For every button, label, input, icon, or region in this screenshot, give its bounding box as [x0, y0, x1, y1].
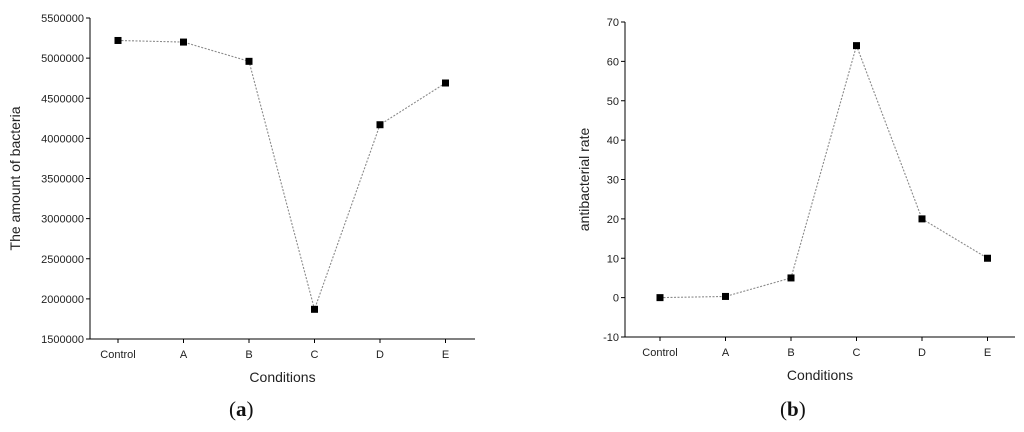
x-tick-label: E	[984, 347, 991, 359]
chart-panel-a: 1500000 2000000 2500000 3000000 3500000 40000…	[7, 13, 475, 421]
data-point-marker	[114, 36, 122, 44]
y-tick-label: 50	[607, 96, 619, 108]
y-tick-label: 2000000	[41, 294, 84, 306]
x-tick-label: E	[442, 349, 449, 361]
chart-panel-b: -10 0 10 20 30 40 50 60 70 Control A B C D E Conditions…	[512, 0, 1024, 432]
x-tick-label: A	[180, 349, 188, 361]
y-tick-label: 3500000	[41, 174, 84, 186]
x-tick-label: D	[376, 349, 384, 361]
x-tick-label: B	[245, 349, 252, 361]
y-tick-label: 70	[607, 17, 619, 29]
data-point-marker	[853, 42, 860, 50]
data-point-marker	[656, 294, 664, 302]
series-line	[659, 43, 988, 299]
y-tick-label: 4500000	[41, 93, 84, 105]
y-tick-label: 30	[607, 175, 619, 187]
panel-b-caption: (b)	[780, 397, 806, 421]
y-tick-label: 0	[613, 293, 619, 305]
data-point-marker	[180, 38, 187, 46]
x-tick-label: Control	[642, 347, 677, 359]
y-axis-title: The amount of bacteria	[7, 106, 23, 250]
y-tick-label: 40	[607, 135, 619, 147]
y-tick-label: -10	[603, 332, 619, 344]
panel-a-caption: (a)	[229, 397, 254, 421]
data-point-marker	[245, 57, 253, 65]
data-point-marker	[376, 121, 384, 129]
chart-b-svg: -10 0 10 20 30 40 50 60 70 Control A B C D E Conditions…	[576, 17, 1015, 383]
y-tick-label: 4000000	[41, 133, 84, 145]
y-tick-label: 3000000	[41, 214, 84, 226]
y-tick-label: 20	[607, 214, 619, 226]
data-point-marker	[918, 215, 926, 223]
data-point-marker	[722, 292, 729, 300]
y-tick-label: 5000000	[41, 53, 84, 65]
chart-a-svg: 1500000 2000000 2500000 3000000 3500000 40000…	[7, 13, 475, 385]
x-tick-label: Control	[100, 349, 135, 361]
x-tick-label: A	[722, 347, 730, 359]
y-tick-label: 10	[607, 253, 619, 265]
x-tick-label: B	[787, 347, 794, 359]
x-tick-label: D	[918, 347, 926, 359]
y-tick-label: 60	[607, 56, 619, 68]
x-tick-label: C	[853, 347, 861, 359]
y-tick-label: 5500000	[41, 13, 84, 25]
panel-b-letter: b	[787, 397, 799, 421]
series-line	[117, 39, 446, 312]
data-point-marker	[311, 305, 318, 313]
y-tick-label: 1500000	[41, 334, 84, 346]
y-axis-title: antibacterial rate	[576, 128, 592, 232]
y-tick-label: 2500000	[41, 254, 84, 266]
x-tick-label: C	[311, 349, 319, 361]
data-point-marker	[984, 254, 991, 262]
x-axis-title: Conditions	[787, 367, 853, 383]
panel-a-letter: a	[236, 397, 247, 421]
data-point-marker	[787, 274, 795, 282]
data-point-marker	[442, 79, 449, 87]
x-axis-title: Conditions	[249, 369, 315, 385]
